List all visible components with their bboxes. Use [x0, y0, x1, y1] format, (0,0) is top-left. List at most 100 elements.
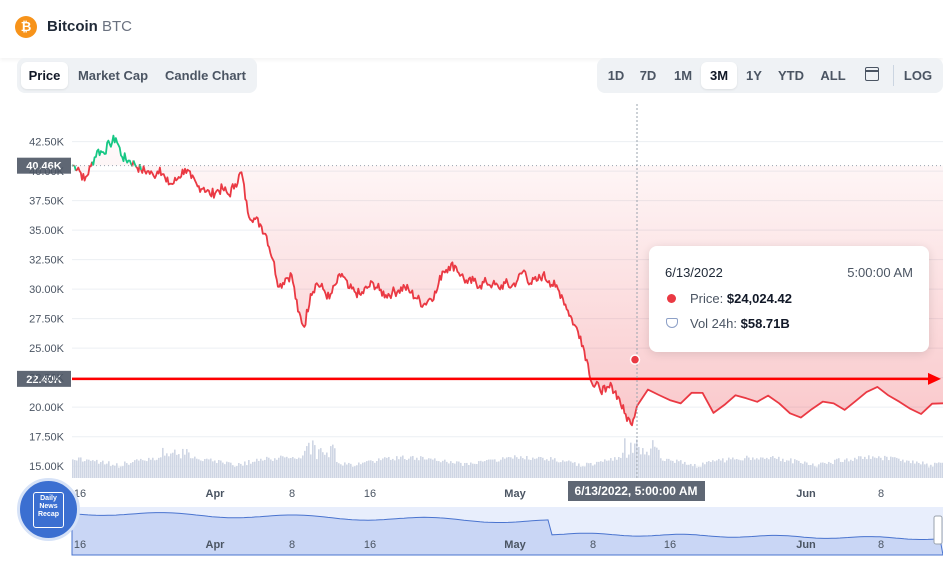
- volume-bar: [934, 463, 936, 478]
- volume-bar: [514, 455, 516, 478]
- volume-bar: [512, 459, 514, 478]
- volume-bar: [808, 465, 810, 478]
- volume-bar: [286, 457, 288, 478]
- volume-bar: [854, 458, 856, 478]
- volume-bar: [804, 462, 806, 478]
- daily-news-recap-badge[interactable]: Daily News Recap: [17, 478, 80, 541]
- x-tick-label: 16: [364, 488, 376, 500]
- volume-bar: [690, 464, 692, 478]
- volume-bar: [372, 461, 374, 478]
- volume-bar: [168, 456, 170, 478]
- volume-bar: [940, 463, 942, 478]
- volume-bar: [160, 457, 162, 478]
- volume-bar: [676, 460, 678, 478]
- volume-bar: [334, 448, 336, 478]
- volume-bar: [576, 466, 578, 478]
- volume-bar: [664, 461, 666, 478]
- volume-bar: [640, 454, 642, 478]
- volume-bar: [896, 458, 898, 478]
- badge-line-3: Recap: [34, 511, 63, 519]
- volume-bar: [214, 460, 216, 478]
- volume-bar: [392, 459, 394, 478]
- volume-bar: [562, 460, 564, 478]
- navigator-tick-label: May: [504, 539, 526, 551]
- navigator-tick-label: 8: [878, 539, 884, 551]
- volume-bar: [736, 459, 738, 478]
- volume-bar: [128, 465, 130, 478]
- volume-bar: [488, 460, 490, 478]
- volume-bar: [314, 445, 316, 478]
- volume-bar: [870, 459, 872, 478]
- volume-bar: [302, 455, 304, 478]
- volume-bar: [258, 461, 260, 478]
- x-tick-label: May: [504, 488, 526, 500]
- volume-bar: [86, 459, 88, 478]
- volume-bar: [390, 460, 392, 478]
- volume-bar: [78, 457, 80, 478]
- volume-bar: [730, 459, 732, 478]
- volume-bar: [494, 459, 496, 478]
- navigator-handle[interactable]: [934, 516, 942, 544]
- volume-bar: [104, 464, 106, 478]
- volume-bar: [878, 456, 880, 478]
- volume-bar: [284, 457, 286, 478]
- volume-bar: [482, 462, 484, 478]
- volume-bar: [132, 462, 134, 478]
- volume-bar: [788, 461, 790, 478]
- y-tick-label: 40.00K: [29, 166, 65, 178]
- tooltip-volume-label: Vol 24h:: [690, 316, 737, 331]
- volume-bar: [306, 446, 308, 478]
- volume-bar: [882, 460, 884, 478]
- tooltip-price-value: $24,024.42: [727, 291, 792, 306]
- volume-bar: [738, 460, 740, 478]
- volume-bar: [536, 458, 538, 478]
- volume-bar: [458, 462, 460, 478]
- volume-bar: [674, 463, 676, 478]
- volume-bar: [358, 463, 360, 478]
- volume-bar: [866, 459, 868, 478]
- volume-bar: [310, 454, 312, 478]
- volume-bar: [930, 465, 932, 478]
- volume-bar: [300, 458, 302, 478]
- volume-bar: [680, 460, 682, 478]
- volume-bar: [756, 458, 758, 478]
- volume-bar: [612, 461, 614, 478]
- volume-bar: [388, 457, 390, 478]
- volume-bar: [900, 461, 902, 478]
- volume-bar: [184, 455, 186, 478]
- volume-bar: [634, 444, 636, 478]
- volume-bar: [660, 458, 662, 478]
- volume-bar: [852, 461, 854, 478]
- volume-bar: [552, 460, 554, 478]
- volume-bar: [202, 461, 204, 478]
- volume-bar: [566, 461, 568, 478]
- volume-bar: [836, 459, 838, 478]
- volume-bar: [524, 459, 526, 478]
- volume-bar: [434, 458, 436, 478]
- volume-bar: [478, 461, 480, 478]
- volume-bar: [712, 460, 714, 478]
- volume-bar: [450, 461, 452, 478]
- volume-bar: [232, 465, 234, 478]
- volume-bar: [304, 451, 306, 478]
- volume-bar: [864, 457, 866, 478]
- volume-bar: [874, 458, 876, 478]
- volume-bar: [832, 464, 834, 478]
- navigator-tick-label: 16: [74, 539, 86, 551]
- volume-bar: [360, 464, 362, 478]
- volume-bar: [654, 447, 656, 478]
- volume-bar: [368, 461, 370, 478]
- volume-bar: [176, 455, 178, 478]
- volume-bar: [594, 464, 596, 478]
- volume-bar: [126, 463, 128, 478]
- volume-bar: [648, 455, 650, 478]
- volume-bar: [204, 459, 206, 478]
- volume-bar: [816, 467, 818, 478]
- volume-bar: [556, 462, 558, 478]
- volume-bar: [838, 458, 840, 478]
- volume-bar: [342, 466, 344, 478]
- volume-bar: [702, 463, 704, 478]
- volume-bar: [378, 458, 380, 478]
- volume-bar: [248, 460, 250, 478]
- volume-bar: [672, 461, 674, 478]
